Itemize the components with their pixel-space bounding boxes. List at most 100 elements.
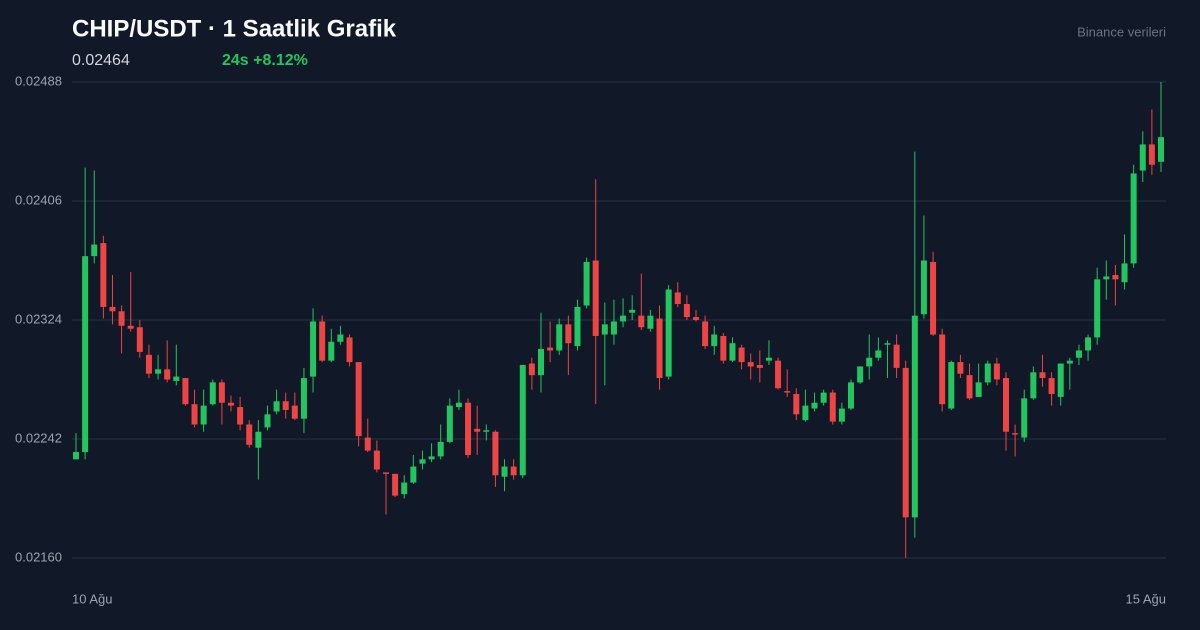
candle-body [966, 375, 973, 399]
candle-body [939, 334, 946, 405]
candle-body [665, 289, 672, 377]
candle-body [975, 382, 982, 397]
y-tick-label: 0.02406 [15, 192, 62, 207]
candle-body [410, 466, 417, 483]
candle-body [738, 347, 745, 363]
candle-body [428, 456, 435, 460]
candle-body [91, 244, 98, 257]
candle-body [1139, 144, 1146, 171]
candle-body [720, 335, 727, 361]
candle-body [911, 315, 918, 518]
candle-body [984, 363, 991, 383]
candle-body [364, 437, 371, 451]
x-tick-label: 15 Ağu [1126, 591, 1167, 606]
x-tick-label: 10 Ağu [72, 591, 113, 606]
candle-body [957, 362, 964, 374]
candle-body [136, 327, 143, 352]
candle-body [528, 363, 535, 376]
candle-body [1103, 276, 1110, 280]
candle-body [765, 357, 772, 361]
candle-body [729, 343, 736, 361]
candle-body [455, 402, 462, 408]
candle-body [1075, 350, 1082, 358]
candle-body [829, 392, 836, 422]
candle-body [1057, 363, 1064, 397]
candle-body [419, 459, 426, 464]
candle-body [848, 382, 854, 409]
y-tick-label: 0.02488 [15, 73, 62, 88]
candle-body [310, 321, 317, 377]
candle-body [155, 369, 162, 374]
candle-body [811, 402, 818, 409]
candle-body [702, 321, 709, 347]
candle-body [118, 311, 125, 326]
candle-body [82, 256, 89, 453]
candle-body [1012, 433, 1019, 435]
candle-body [109, 306, 116, 312]
candle-body [282, 401, 289, 410]
candle-body [483, 430, 490, 432]
source: Binance verileri [1077, 24, 1166, 39]
candle-body [474, 428, 481, 432]
candle-body [620, 315, 627, 322]
candle-body [127, 325, 134, 329]
candle-body [519, 364, 526, 476]
candle-body [1121, 263, 1128, 283]
candle-body [100, 243, 107, 307]
change: 24s +8.12% [222, 52, 308, 69]
candle-body [793, 394, 800, 415]
candle-body [1021, 398, 1028, 438]
candle-body [218, 382, 225, 403]
candle-body [228, 402, 234, 406]
candle-body [902, 367, 909, 518]
candle-body [674, 292, 681, 305]
candle-body [73, 452, 79, 460]
candle-body [392, 473, 399, 496]
candle-body [346, 337, 353, 363]
candle-body [601, 324, 608, 335]
candle-body [373, 450, 380, 470]
candle-body [638, 315, 645, 328]
candle-body [993, 363, 1000, 380]
candle-body [1130, 173, 1137, 264]
candle-body [538, 349, 544, 376]
candle-body [592, 260, 599, 336]
candle-body [838, 408, 845, 422]
candle-body [1003, 378, 1009, 432]
candle-body [291, 405, 298, 419]
candle-body [237, 407, 244, 425]
candle-body [1094, 279, 1101, 338]
candle-body [711, 334, 718, 347]
candle-body [775, 360, 782, 389]
candle-body [437, 441, 444, 457]
candle-body [1085, 337, 1092, 351]
y-tick-label: 0.02160 [15, 549, 62, 564]
candle-body [565, 324, 572, 344]
candle-body [465, 402, 472, 455]
candle-body [547, 347, 554, 351]
candle-body [930, 261, 937, 335]
candle-body [246, 424, 253, 445]
chart-title: CHIP/USDT · 1 Saatlik Grafik [72, 15, 397, 42]
candle-body [191, 404, 198, 425]
candle-body [857, 366, 864, 383]
candle-body [574, 306, 581, 347]
candle-body [401, 482, 408, 495]
candle-body [1066, 360, 1073, 364]
candle-body [337, 334, 344, 342]
candle-body [273, 401, 280, 412]
candle-body [556, 324, 563, 351]
candle-body [492, 431, 499, 476]
candle-body [647, 315, 654, 329]
candle-body [747, 362, 754, 367]
candle-body [784, 391, 791, 393]
candle-body [355, 362, 362, 437]
candle-body [173, 376, 180, 381]
candle-body [383, 472, 389, 474]
candle-body [884, 343, 891, 345]
candle-body [446, 405, 453, 442]
candle-body [802, 405, 809, 421]
